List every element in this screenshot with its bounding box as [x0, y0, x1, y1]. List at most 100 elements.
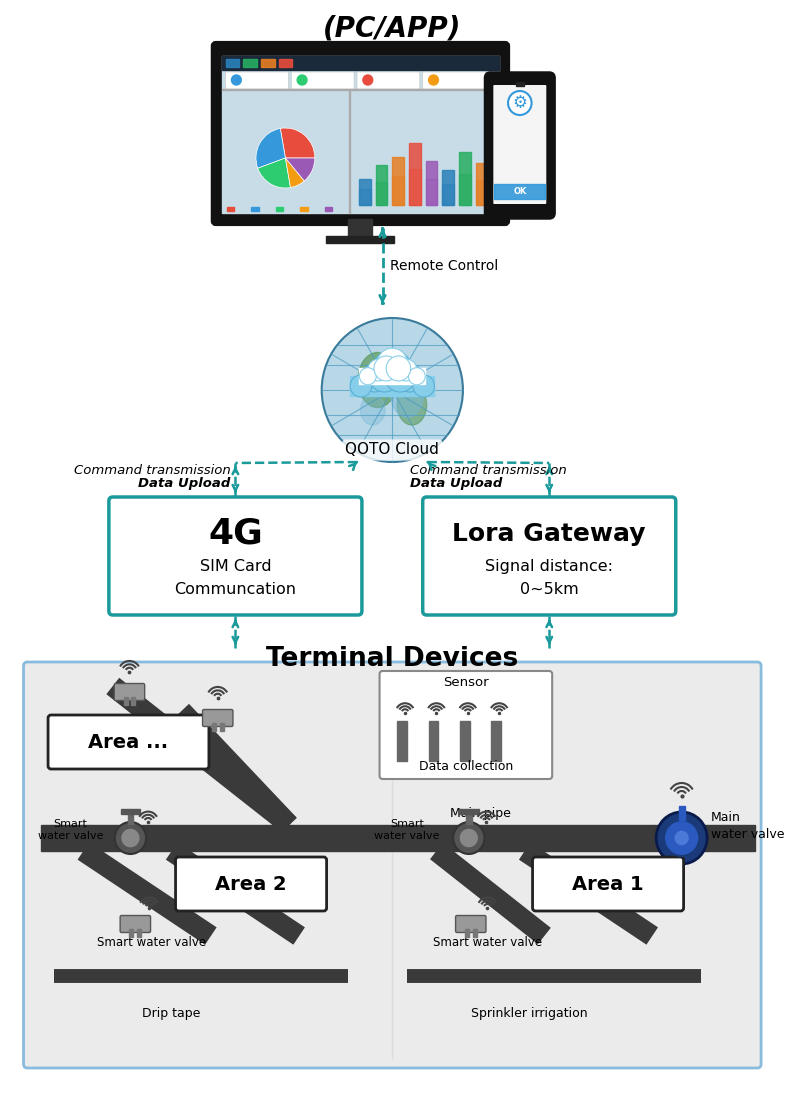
Ellipse shape	[398, 385, 426, 425]
Text: Main
water valve: Main water valve	[711, 811, 785, 841]
Bar	[516, 82, 524, 86]
Circle shape	[359, 367, 376, 385]
Bar	[491, 721, 501, 761]
Text: Area 1: Area 1	[572, 875, 644, 894]
Circle shape	[121, 828, 140, 848]
Bar	[243, 59, 257, 67]
Bar	[426, 161, 438, 205]
Wedge shape	[286, 158, 304, 188]
Circle shape	[459, 828, 478, 848]
Bar	[376, 181, 387, 205]
Text: ⚙: ⚙	[512, 94, 527, 112]
Circle shape	[656, 812, 707, 864]
FancyBboxPatch shape	[486, 73, 554, 218]
Bar	[359, 178, 370, 205]
Circle shape	[408, 367, 426, 385]
Circle shape	[374, 356, 398, 380]
Text: Smart
water valve: Smart water valve	[374, 818, 440, 842]
Bar	[473, 929, 477, 937]
Wedge shape	[256, 128, 286, 168]
Bar	[226, 59, 239, 67]
Text: Remote Control: Remote Control	[390, 259, 498, 273]
Circle shape	[664, 820, 699, 856]
Text: Lora Gateway: Lora Gateway	[453, 522, 646, 546]
Circle shape	[396, 364, 424, 392]
Bar	[409, 144, 421, 205]
FancyBboxPatch shape	[175, 857, 326, 911]
Text: Drip tape: Drip tape	[142, 1008, 201, 1021]
Bar	[376, 166, 387, 205]
Bar	[131, 697, 135, 705]
FancyBboxPatch shape	[379, 671, 552, 779]
Text: Area 2: Area 2	[215, 875, 287, 894]
Circle shape	[361, 364, 388, 392]
Circle shape	[114, 822, 146, 854]
Bar	[359, 189, 370, 205]
FancyBboxPatch shape	[202, 710, 233, 727]
Circle shape	[373, 349, 412, 390]
FancyBboxPatch shape	[226, 72, 288, 88]
Circle shape	[674, 830, 690, 846]
Text: Signal distance:
0~5km: Signal distance: 0~5km	[486, 560, 614, 596]
Bar	[222, 56, 499, 70]
Ellipse shape	[387, 353, 407, 367]
Bar	[326, 236, 394, 243]
Circle shape	[369, 359, 400, 392]
Text: Area ...: Area ...	[89, 732, 169, 751]
Text: Data Upload: Data Upload	[410, 478, 502, 490]
Bar	[348, 219, 372, 239]
Circle shape	[368, 359, 390, 380]
Bar	[476, 164, 487, 205]
Text: Sprinkler irrigation: Sprinkler irrigation	[471, 1008, 588, 1021]
FancyBboxPatch shape	[48, 714, 209, 769]
Bar	[398, 721, 407, 761]
Bar	[130, 929, 134, 937]
Text: Smart water valve: Smart water valve	[433, 937, 542, 949]
Ellipse shape	[361, 395, 385, 425]
Bar	[494, 184, 546, 199]
Bar	[466, 812, 472, 824]
Circle shape	[385, 359, 416, 392]
Bar	[222, 56, 499, 213]
Text: 4G: 4G	[208, 517, 262, 551]
FancyBboxPatch shape	[114, 684, 145, 700]
Circle shape	[350, 375, 372, 397]
Bar	[465, 929, 469, 937]
FancyBboxPatch shape	[291, 72, 354, 88]
FancyBboxPatch shape	[213, 43, 508, 225]
FancyBboxPatch shape	[23, 662, 761, 1068]
Bar	[261, 59, 274, 67]
Circle shape	[395, 359, 417, 380]
Circle shape	[231, 75, 242, 85]
Bar	[349, 90, 350, 213]
Bar	[460, 721, 470, 761]
Bar	[251, 207, 259, 211]
Bar	[442, 170, 454, 205]
Text: OK: OK	[513, 187, 526, 196]
Bar	[275, 207, 283, 211]
Circle shape	[322, 319, 463, 462]
Circle shape	[386, 356, 410, 380]
Ellipse shape	[358, 353, 398, 407]
Wedge shape	[280, 128, 315, 158]
Text: Smart water valve: Smart water valve	[98, 937, 206, 949]
Bar	[300, 207, 308, 211]
Bar	[350, 376, 434, 396]
Bar	[476, 180, 487, 205]
Text: Data Upload: Data Upload	[138, 478, 230, 490]
FancyBboxPatch shape	[422, 497, 676, 615]
Text: QOTO Cloud: QOTO Cloud	[346, 442, 439, 458]
Circle shape	[377, 348, 408, 379]
Text: Terminal Devices: Terminal Devices	[266, 646, 518, 672]
Bar	[678, 806, 685, 820]
Bar	[220, 723, 224, 731]
Bar	[442, 185, 454, 205]
Bar	[409, 168, 421, 205]
Circle shape	[429, 75, 438, 85]
Bar	[325, 207, 333, 211]
Text: Sensor: Sensor	[443, 676, 489, 689]
Circle shape	[297, 75, 307, 85]
FancyBboxPatch shape	[357, 72, 420, 88]
FancyBboxPatch shape	[109, 497, 362, 615]
Wedge shape	[258, 158, 290, 188]
